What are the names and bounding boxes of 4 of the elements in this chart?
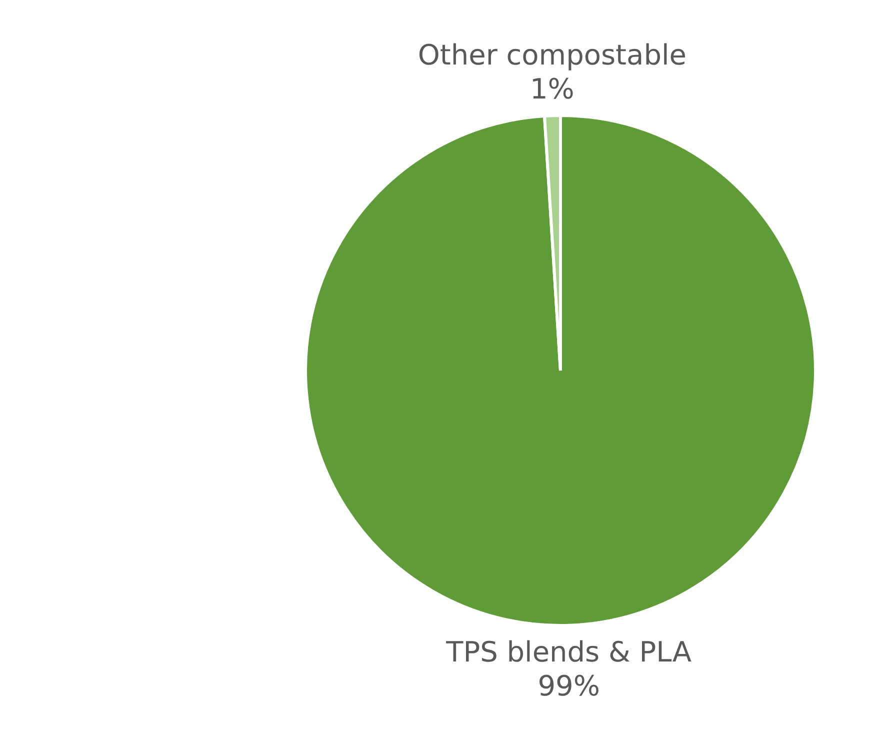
slice-label: TPS blends & PLA: [445, 636, 692, 669]
slice-label: Other compostable: [418, 38, 686, 72]
data-label: 1%: [530, 72, 574, 106]
data-label: 99%: [538, 670, 600, 703]
